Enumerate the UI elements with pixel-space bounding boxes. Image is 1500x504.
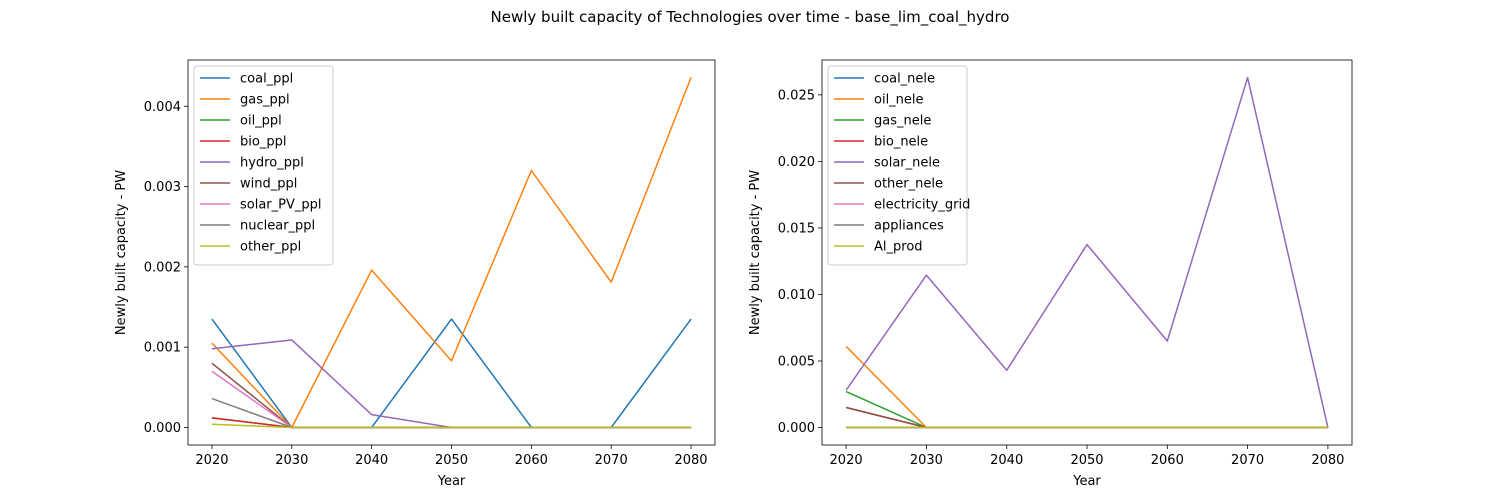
left-y-tick-label: 0.000 [144, 421, 181, 436]
left-legend-label-solar_PV_ppl: solar_PV_ppl [240, 198, 322, 213]
left-legend-label-other_ppl: other_ppl [240, 240, 301, 255]
right-y-tick-label: 0.000 [778, 421, 815, 436]
left-x-tick-label: 2040 [355, 453, 388, 468]
right-y-tick-label: 0.010 [778, 288, 815, 303]
figure-title: Newly built capacity of Technologies ove… [491, 8, 1010, 27]
left-series-line-other_ppl [211, 423, 692, 429]
right-y-tick-label: 0.025 [778, 88, 815, 103]
left-legend-label-nuclear_ppl: nuclear_ppl [240, 219, 315, 234]
right-legend-box [827, 65, 968, 266]
right-x-tick-label: 2060 [1151, 453, 1184, 468]
left-y-tick-label: 0.001 [144, 341, 181, 356]
right-legend-label-oil_nele: oil_nele [874, 93, 924, 108]
right-x-tick-label: 2020 [830, 453, 863, 468]
right-legend-label-other_nele: other_nele [874, 177, 943, 192]
right-x-tick-label: 2070 [1231, 453, 1264, 468]
left-x-tick-label: 2020 [195, 453, 228, 468]
left-legend-box [193, 65, 334, 266]
left-legend-label-bio_ppl: bio_ppl [240, 135, 286, 150]
left-legend-label-hydro_ppl: hydro_ppl [240, 156, 304, 171]
right-x-tick-label: 2050 [1070, 453, 1103, 468]
left-y-tick-label: 0.004 [144, 100, 181, 115]
left-y-tick-label: 0.003 [144, 180, 181, 195]
left-chart-panel: 2020 2030 2040 2050 2060 2070 2080 0.000 0.001 0.… [114, 59, 716, 489]
left-x-tick-label: 2030 [275, 453, 308, 468]
right-series-line-solar_nele [845, 76, 1329, 428]
left-y-axis-label: Newly built capacity - PW [114, 170, 129, 335]
left-legend: coal_ppl gas_ppl oil_ppl bio_ppl hydro_pplwi… [193, 65, 334, 266]
left-x-tick-label: 2070 [595, 453, 628, 468]
left-legend-label-wind_ppl: wind_ppl [240, 177, 297, 192]
right-legend-label-gas_nele: gas_nele [874, 114, 931, 129]
right-chart-panel: 2020 2030 2040 2050 2060 2070 2080 0.000 0.005 0.… [748, 59, 1353, 489]
left-x-tick-label: 2060 [515, 453, 548, 468]
right-legend-label-bio_nele: bio_nele [874, 135, 928, 150]
right-legend-label-Al_prod: Al_prod [874, 240, 923, 255]
right-y-tick-label: 0.015 [778, 221, 815, 236]
left-x-tick-label: 2050 [435, 453, 468, 468]
right-y-tick-label: 0.005 [778, 354, 815, 369]
right-x-tick-label: 2080 [1311, 453, 1344, 468]
right-y-axis-label: Newly built capacity - PW [748, 170, 763, 335]
right-legend: coal_nele oil_nele gas_nele bio_nele solar_n… [827, 65, 970, 266]
left-legend-label-coal_ppl: coal_ppl [240, 72, 293, 87]
right-legend-label-electricity_grid: electricity_grid [874, 198, 970, 213]
left-y-tick-label: 0.002 [144, 260, 181, 275]
left-x-tick-label: 2080 [674, 453, 707, 468]
right-y-tick-label: 0.020 [778, 155, 815, 170]
left-x-axis-label: Year [437, 474, 466, 489]
right-legend-label-appliances: appliances [874, 219, 944, 234]
right-x-tick-label: 2040 [990, 453, 1023, 468]
left-legend-label-gas_ppl: gas_ppl [240, 93, 290, 108]
right-x-tick-label: 2030 [910, 453, 943, 468]
left-legend-label-oil_ppl: oil_ppl [240, 114, 282, 129]
right-x-axis-label: Year [1072, 474, 1101, 489]
right-legend-label-solar_nele: solar_nele [874, 156, 940, 171]
right-legend-label-coal_nele: coal_nele [874, 72, 935, 87]
